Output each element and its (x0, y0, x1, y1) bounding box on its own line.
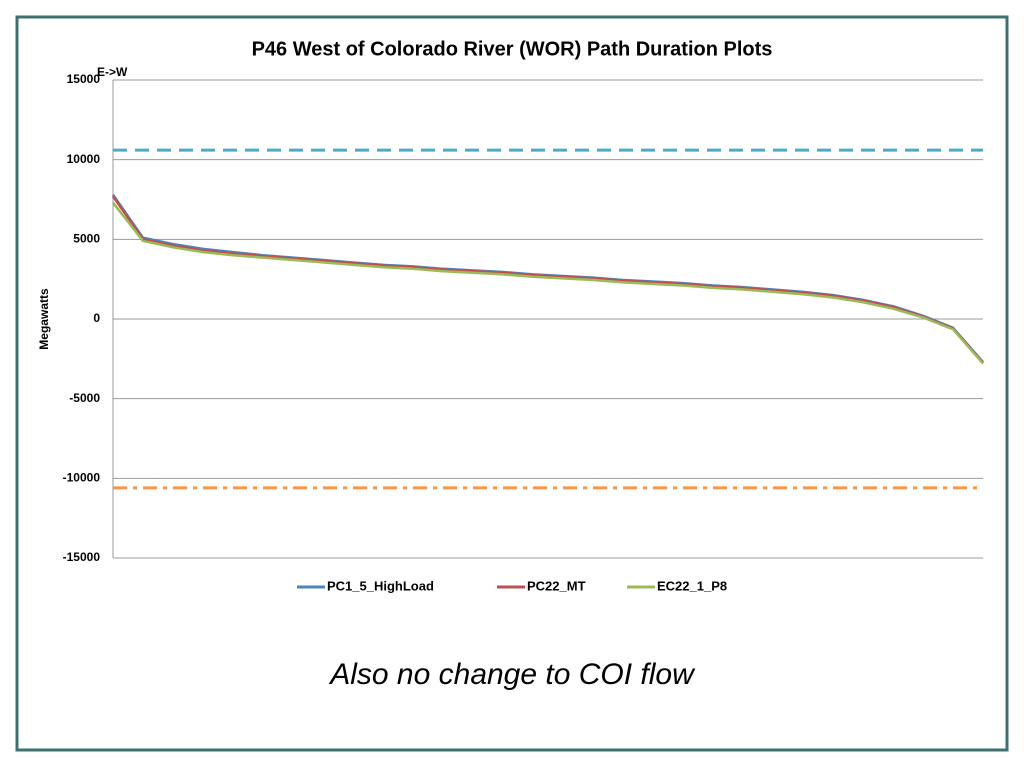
y-tick-label: 15000 (67, 72, 101, 86)
y-tick-label: -15000 (63, 550, 101, 564)
y-tick-label: 5000 (73, 232, 100, 246)
y-tick-label: -5000 (69, 391, 100, 405)
y-axis-label: Megawatts (37, 288, 51, 350)
legend-label: PC22_MT (527, 578, 586, 593)
series-line (112, 201, 984, 365)
annotation: E->W (97, 65, 128, 79)
legend-label: PC1_5_HighLoad (327, 578, 434, 593)
y-tick-label: -10000 (63, 471, 101, 485)
legend-label: EC22_1_P8 (657, 578, 727, 593)
series-line (111, 195, 984, 364)
chart-title: P46 West of Colorado River (WOR) Path Du… (252, 38, 773, 60)
slide-frame (15, 15, 1009, 752)
y-tick-label: 0 (93, 311, 100, 325)
y-tick-label: 10000 (67, 152, 101, 166)
caption: Also no change to COI flow (328, 658, 696, 691)
